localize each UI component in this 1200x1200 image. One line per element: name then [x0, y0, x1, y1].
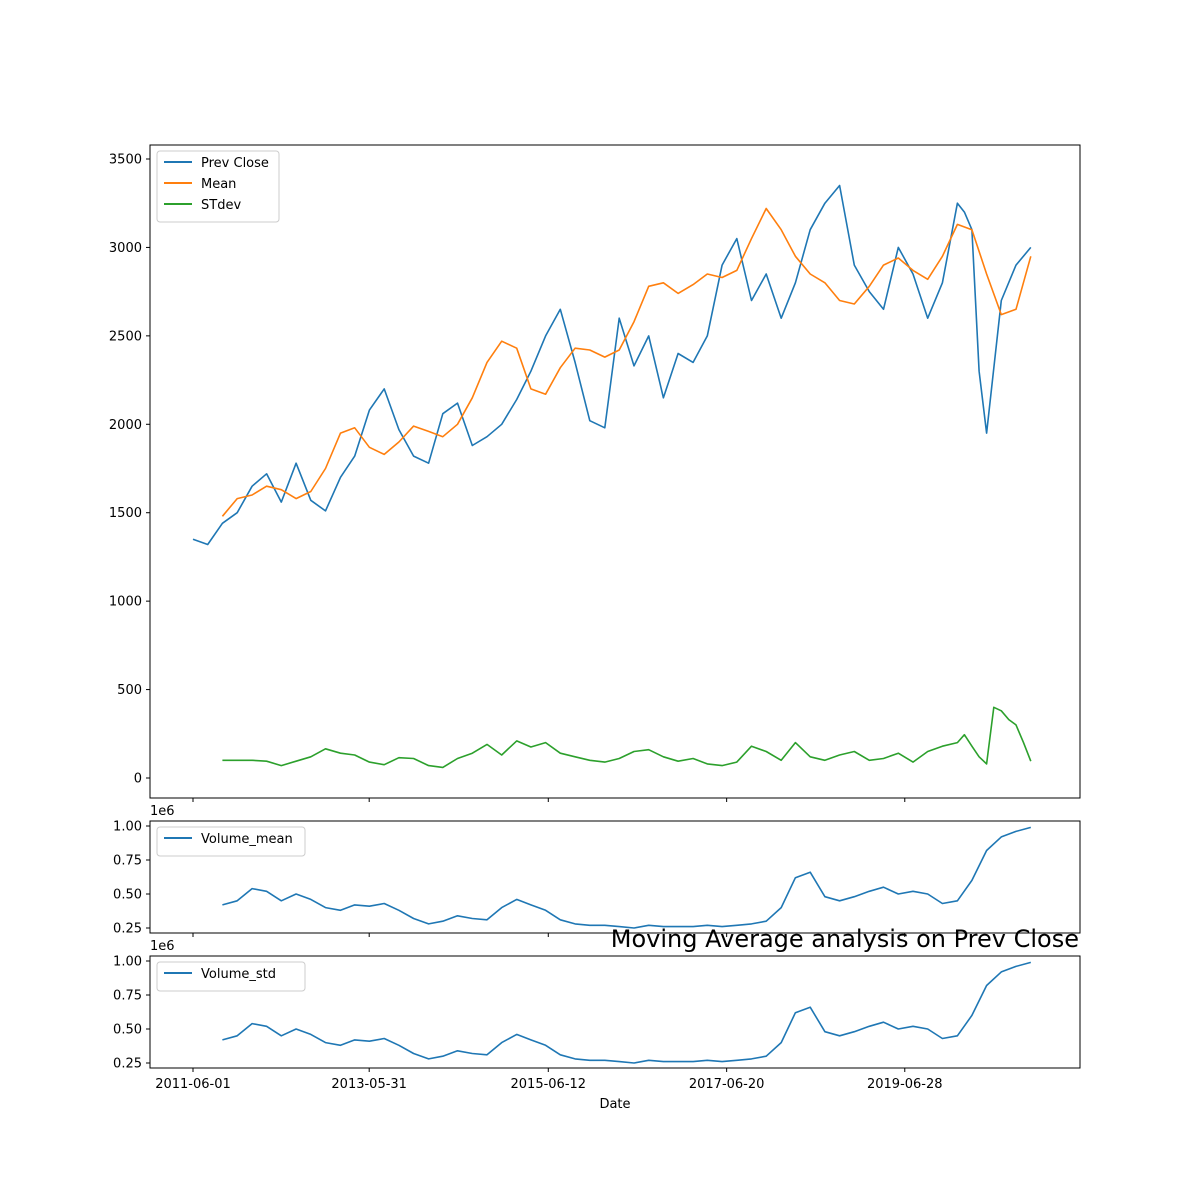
series-line-prev-close	[192, 184, 1032, 546]
volume-std-plot-lines	[222, 961, 1032, 1064]
y-tick-label: 3500	[109, 153, 142, 168]
volume-mean-x-ticks	[192, 933, 906, 937]
volume-std-x-axis: 2011-06-01 2013-05-31 2015-06-12 2017-06-20…	[155, 1068, 943, 1092]
x-tick-label: 2011-06-01	[155, 1077, 231, 1092]
y-tick-label: 1000	[109, 595, 142, 610]
price-y-axis: 0 500 1000 1500 2000 2500 3000 3500	[109, 153, 150, 787]
y-tick-label: 1.00	[113, 820, 142, 835]
legend-label: Mean	[201, 177, 236, 192]
x-tick-label: 2019-06-28	[867, 1077, 943, 1092]
x-tick-label: 2017-06-20	[689, 1077, 765, 1092]
volume-mean-axes-frame	[149, 820, 1081, 934]
volume-mean-offset-label: 1e6	[150, 804, 175, 819]
price-plot-lines	[192, 184, 1032, 769]
y-tick-label: 1.00	[113, 955, 142, 970]
series-line-volume-std	[222, 961, 1032, 1064]
volume-mean-plot-lines	[222, 826, 1032, 929]
series-line-volume-mean	[222, 826, 1032, 929]
volume-std-legend: Volume_std	[156, 961, 306, 992]
legend-box	[156, 961, 306, 992]
y-tick-label: 0.25	[113, 922, 142, 937]
y-tick-label: 3000	[109, 241, 142, 256]
y-tick-label: 0.50	[113, 1023, 142, 1038]
chart-title: Moving Average analysis on Prev Close	[611, 925, 1079, 953]
x-tick-label: 2013-05-31	[331, 1077, 407, 1092]
y-tick-label: 0.75	[113, 989, 142, 1004]
y-tick-label: 0.50	[113, 888, 142, 903]
legend-label: Prev Close	[201, 156, 269, 171]
price-panel: 0 500 1000 1500 2000 2500 3000 3500 Prev Close M…	[109, 144, 1081, 802]
x-axis-label: Date	[599, 1097, 630, 1112]
y-tick-label: 0.75	[113, 854, 142, 869]
volume-mean-panel: 0.25 0.50 0.75 1.00 Volume_mean 1e6	[113, 804, 1081, 937]
volume-mean-y-axis: 0.25 0.50 0.75 1.00	[113, 820, 150, 937]
y-tick-label: 0.25	[113, 1057, 142, 1072]
y-tick-label: 1500	[109, 506, 142, 521]
series-line-stdev	[222, 706, 1032, 769]
legend-label: Volume_std	[201, 967, 276, 982]
volume-std-offset-label: 1e6	[150, 939, 175, 954]
volume-mean-legend: Volume_mean	[156, 826, 306, 857]
y-tick-label: 2000	[109, 418, 142, 433]
price-x-ticks	[192, 798, 906, 802]
y-tick-label: 500	[117, 683, 142, 698]
volume-std-axes-frame	[149, 955, 1081, 1069]
volume-std-y-axis: 0.25 0.50 0.75 1.00	[113, 955, 150, 1072]
series-line-mean	[221, 207, 1032, 517]
y-tick-label: 2500	[109, 329, 142, 344]
legend-label: STdev	[201, 198, 241, 213]
price-axes-frame	[149, 144, 1081, 799]
x-tick-label: 2015-06-12	[511, 1077, 587, 1092]
legend-label: Volume_mean	[201, 832, 293, 847]
price-legend: Prev Close Mean STdev	[156, 150, 280, 223]
y-tick-label: 0	[134, 772, 142, 787]
volume-std-panel: 0.250.500.751.00 2011-06-01 2013-05-31 201…	[113, 939, 1081, 1092]
legend-box	[156, 826, 306, 857]
